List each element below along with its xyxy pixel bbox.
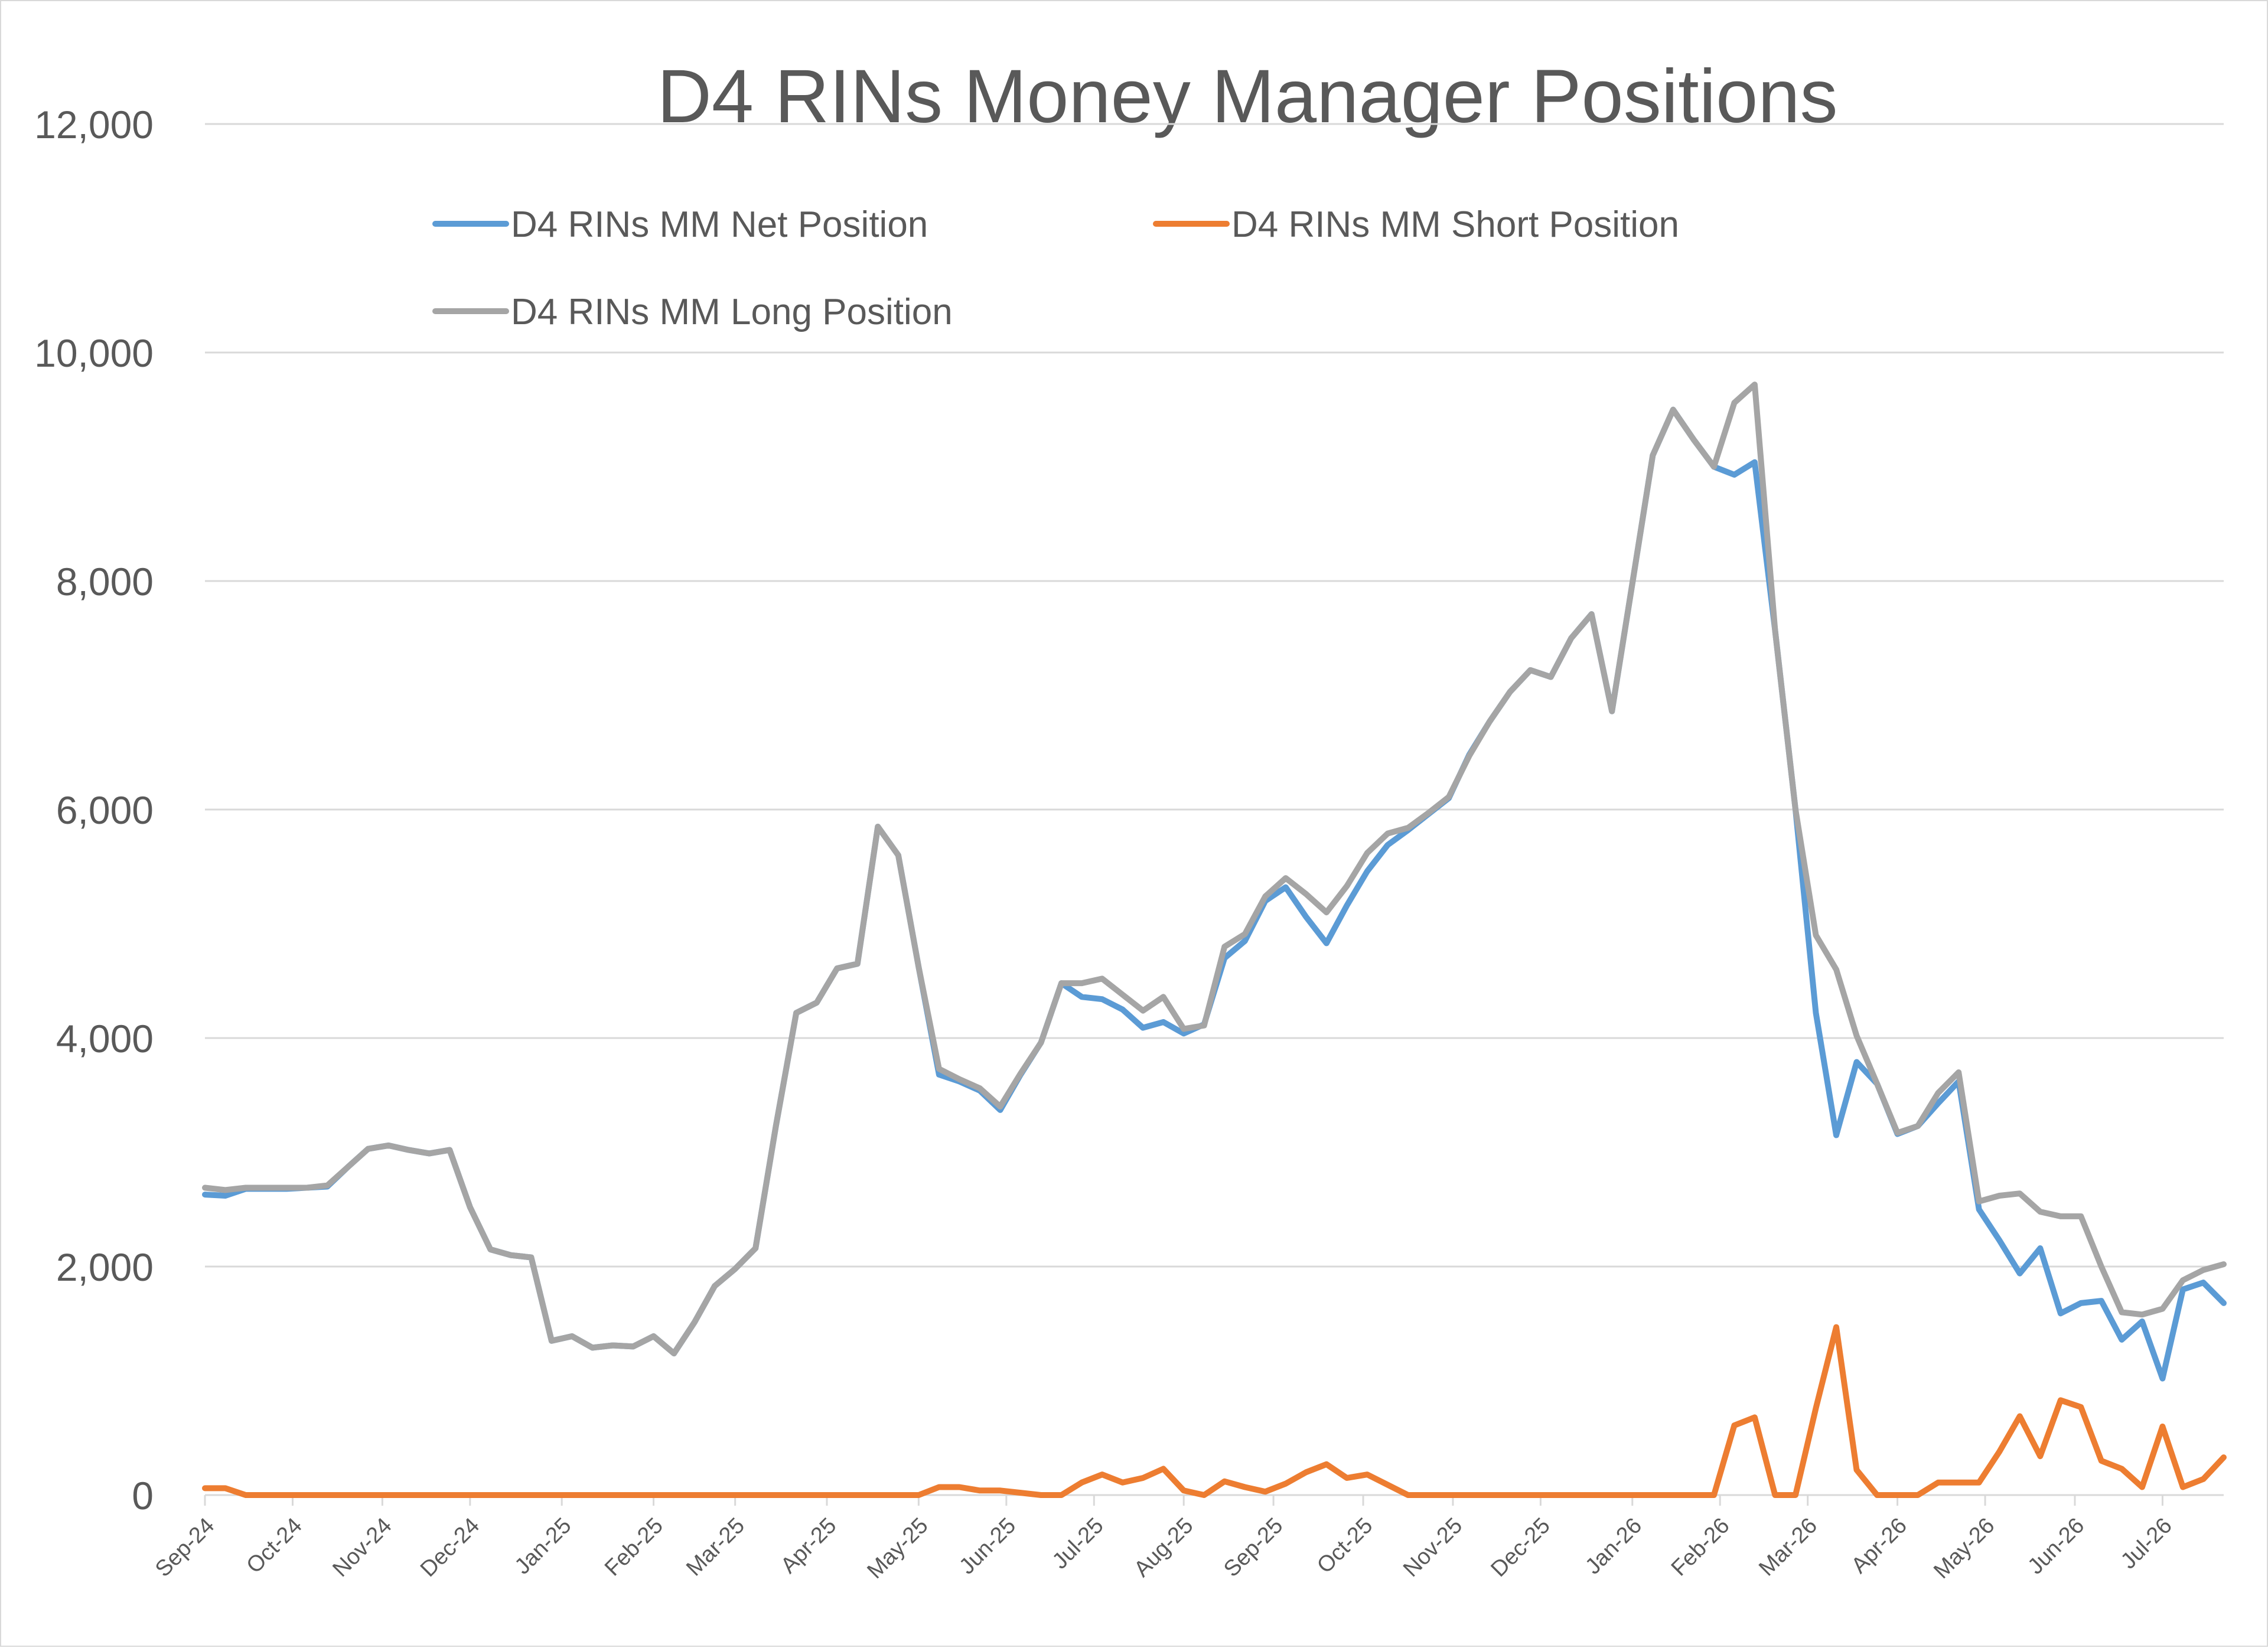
x-tick-label: Jan-26 (1581, 1513, 1647, 1580)
y-tick-label: 12,000 (34, 103, 154, 146)
chart-title: D4 RINs Money Manager Positions (657, 54, 1837, 139)
x-tick-label: Feb-26 (1667, 1513, 1735, 1581)
x-tick-label: Mar-25 (682, 1513, 750, 1581)
x-tick-label: Sep-25 (1219, 1513, 1288, 1582)
x-tick-label: Dec-25 (1486, 1513, 1555, 1582)
legend-label: D4 RINs MM Net Position (511, 204, 928, 245)
x-tick-label: Nov-25 (1399, 1513, 1467, 1582)
series-line-long (202, 381, 2227, 1357)
legend-item: D4 RINs MM Long Position (432, 292, 953, 332)
series-line-net (202, 406, 2227, 1382)
legend: D4 RINs MM Net Position D4 RINs MM Short … (432, 204, 1679, 332)
x-tick-label: Jun-26 (2023, 1513, 2089, 1580)
y-tick-label: 2,000 (56, 1245, 154, 1289)
series-lines (202, 381, 2227, 1498)
y-tick-label: 4,000 (56, 1017, 154, 1060)
y-tick-label: 6,000 (56, 788, 154, 832)
gridlines (205, 123, 2224, 1268)
x-tick-label: Apr-25 (776, 1513, 841, 1578)
x-tick-label: May-25 (862, 1513, 933, 1584)
x-tick-label: Oct-24 (242, 1513, 307, 1578)
x-tick-label: Jun-25 (954, 1513, 1021, 1580)
legend-item: D4 RINs MM Net Position (432, 204, 928, 245)
x-tick-label: Sep-24 (151, 1513, 219, 1582)
x-tick-label: Nov-24 (328, 1513, 396, 1582)
legend-item: D4 RINs MM Short Position (1153, 204, 1679, 245)
x-tick-label: Oct-25 (1312, 1513, 1377, 1578)
x-tick-label: May-26 (1929, 1513, 1999, 1584)
y-tick-label: 10,000 (34, 331, 154, 375)
x-axis-tick-labels: Sep-24 Oct-24 Nov-24 Dec-24 Jan-25 Feb-25 Mar-… (151, 1513, 2177, 1584)
x-tick-label: Aug-25 (1129, 1513, 1198, 1582)
y-axis-tick-labels: 0 2,000 4,000 6,000 8,000 10,000 12,000 (34, 103, 154, 1518)
x-tick-label: Jan-25 (510, 1513, 576, 1580)
x-tick-label: Apr-26 (1847, 1513, 1912, 1578)
legend-label: D4 RINs MM Long Position (511, 292, 953, 332)
x-tick-label: Feb-25 (600, 1513, 668, 1581)
x-tick-label: Dec-24 (416, 1513, 484, 1582)
y-tick-label: 8,000 (56, 560, 154, 603)
y-tick-label: 0 (132, 1474, 154, 1518)
series-line-short (202, 1324, 2227, 1498)
x-tick-label: Jul-26 (2116, 1513, 2177, 1574)
legend-label: D4 RINs MM Short Position (1231, 204, 1679, 245)
x-tick-label: Jul-25 (1048, 1513, 1109, 1574)
x-tick-label: Mar-26 (1754, 1513, 1822, 1581)
